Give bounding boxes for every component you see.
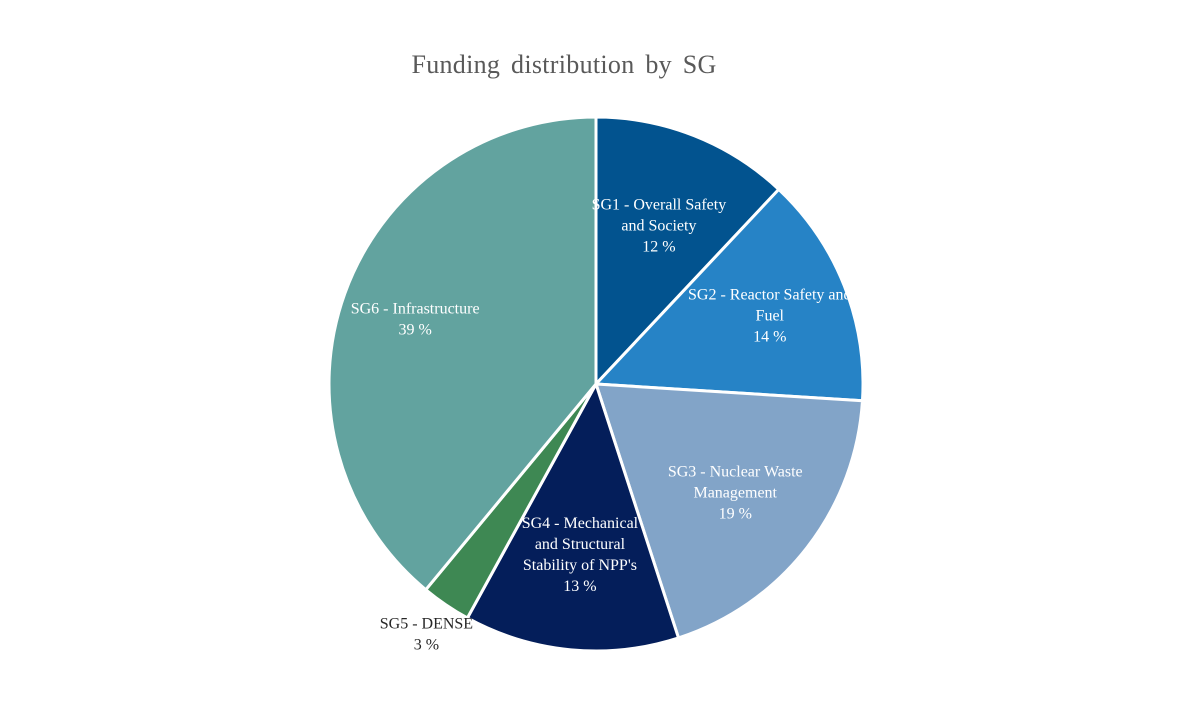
slice-name-label: SG3 - Nuclear Waste [668,463,803,480]
slice-label-2: SG2 - Reactor Safety and Fuel 14 % [688,286,852,345]
pie-labels: SG1 - Overall Safety and Society 12 % SG2 -… [351,196,852,653]
slice-label-3: SG3 - Nuclear Waste Management 19 % [668,463,803,522]
chart-title: Funding distribution by SG [411,50,717,79]
slice-value-label: 13 % [563,578,596,595]
slice-label-4: SG4 - Mechanical and Structural Stability … [522,515,639,595]
slice-name-label: Stability of NPP's [523,557,637,574]
slice-name-label: Management [693,484,777,501]
slice-label-5: SG5 - DENSE 3 % [380,615,473,653]
slice-value-label: 12 % [642,238,675,255]
pie-slice-1 [594,115,781,386]
slice-value-label: 39 % [398,322,431,339]
pie-slice-2 [594,187,865,403]
pie-slice-6 [327,115,598,592]
slice-value-label: 14 % [753,328,786,345]
slice-name-label: SG1 - Overall Safety [592,196,727,213]
pie-slices [327,115,865,653]
slice-value-label: 19 % [719,505,752,522]
slice-value-label: 3 % [414,636,439,653]
pie-slice-4 [465,382,681,653]
slice-name-label: and Society [621,217,696,234]
slice-label-6: SG6 - Infrastructure 39 % [351,301,480,339]
slice-name-label: SG5 - DENSE [380,615,473,632]
slice-label-1: SG1 - Overall Safety and Society 12 % [592,196,727,255]
pie-slice-3 [594,382,864,640]
slice-name-label: SG6 - Infrastructure [351,301,480,318]
slice-name-label: Fuel [756,307,785,324]
slice-name-label: SG4 - Mechanical [522,515,639,532]
slice-name-label: SG2 - Reactor Safety and [688,286,852,303]
slice-name-label: and Structural [535,536,626,553]
